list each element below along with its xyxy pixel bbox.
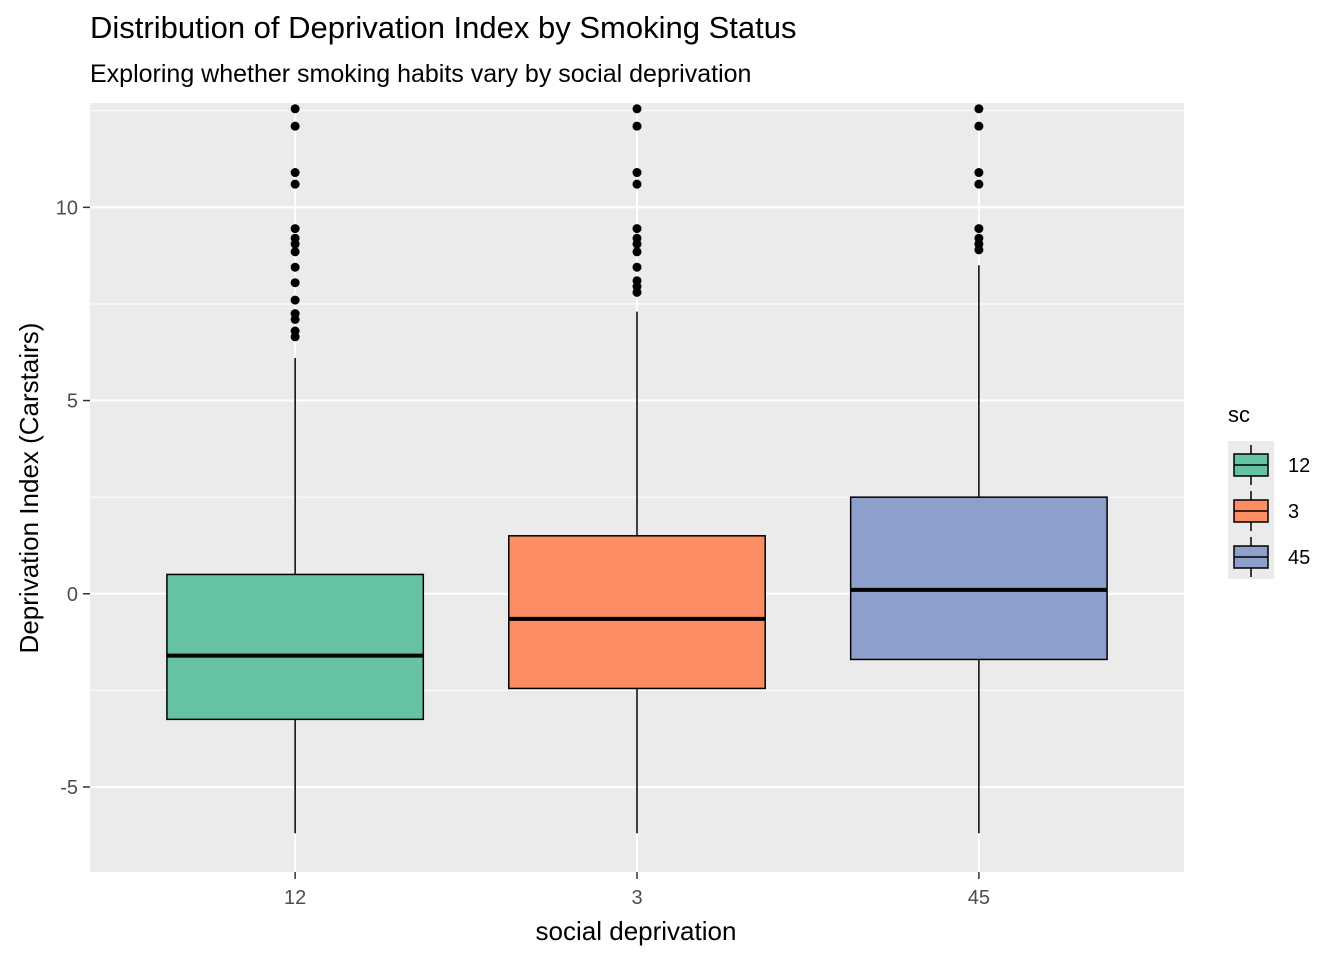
x-axis: 12 3 45 <box>284 872 990 909</box>
x-axis-title: social deprivation <box>536 916 737 946</box>
outlier-point <box>974 233 984 243</box>
outlier-point <box>290 179 300 189</box>
outlier-point <box>290 104 300 114</box>
outlier-point <box>974 121 984 131</box>
outlier-point <box>632 121 642 131</box>
y-tick-label: -5 <box>60 777 78 799</box>
outlier-point <box>632 262 642 272</box>
outlier-point <box>290 247 300 257</box>
legend-title: sc <box>1228 402 1250 427</box>
legend-items: 12 3 45 <box>1233 445 1310 577</box>
outlier-point <box>632 276 642 286</box>
box-iqr <box>166 573 425 721</box>
outlier-point <box>632 233 642 243</box>
outlier-point <box>974 104 984 114</box>
y-axis: -5 0 5 10 <box>56 197 90 799</box>
outlier-point <box>290 224 300 234</box>
chart-subtitle: Exploring whether smoking habits vary by… <box>90 60 752 88</box>
legend-item-3: 3 <box>1233 491 1299 531</box>
box-iqr <box>849 496 1108 661</box>
outlier-point <box>632 104 642 114</box>
box-group-12 <box>166 104 425 834</box>
legend-item-12: 12 <box>1233 445 1310 485</box>
legend-label: 3 <box>1288 501 1299 523</box>
outlier-point <box>290 309 300 319</box>
x-tick-label: 3 <box>631 887 642 909</box>
boxes-layer <box>166 104 1108 834</box>
legend-label: 12 <box>1288 455 1310 477</box>
outlier-point <box>290 295 300 305</box>
box-iqr <box>508 535 766 690</box>
outlier-point <box>290 233 300 243</box>
outlier-point <box>632 224 642 234</box>
outlier-point <box>290 326 300 336</box>
y-tick-label: 10 <box>56 197 78 219</box>
box-group-3 <box>508 104 766 834</box>
y-tick-label: 0 <box>67 584 78 606</box>
outlier-point <box>632 247 642 257</box>
legend: sc 12 3 45 <box>1228 402 1310 579</box>
x-tick-label: 12 <box>284 887 306 909</box>
y-axis-title: Deprivation Index (Carstairs) <box>14 323 44 654</box>
y-tick-label: 5 <box>67 391 78 413</box>
legend-item-45: 45 <box>1233 537 1310 577</box>
outlier-point <box>290 121 300 131</box>
outlier-point <box>290 278 300 288</box>
chart-title: Distribution of Deprivation Index by Smo… <box>90 10 797 45</box>
outlier-point <box>974 179 984 189</box>
x-tick-label: 45 <box>968 887 990 909</box>
box-group-45 <box>849 104 1108 834</box>
outlier-point <box>290 168 300 178</box>
outlier-point <box>974 168 984 178</box>
outlier-point <box>290 262 300 272</box>
outlier-point <box>632 168 642 178</box>
outlier-point <box>632 179 642 189</box>
outlier-point <box>974 224 984 234</box>
legend-label: 45 <box>1288 547 1310 569</box>
